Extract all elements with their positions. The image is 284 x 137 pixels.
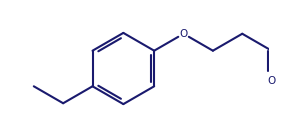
Text: O: O xyxy=(268,76,276,86)
Text: O: O xyxy=(179,29,188,39)
